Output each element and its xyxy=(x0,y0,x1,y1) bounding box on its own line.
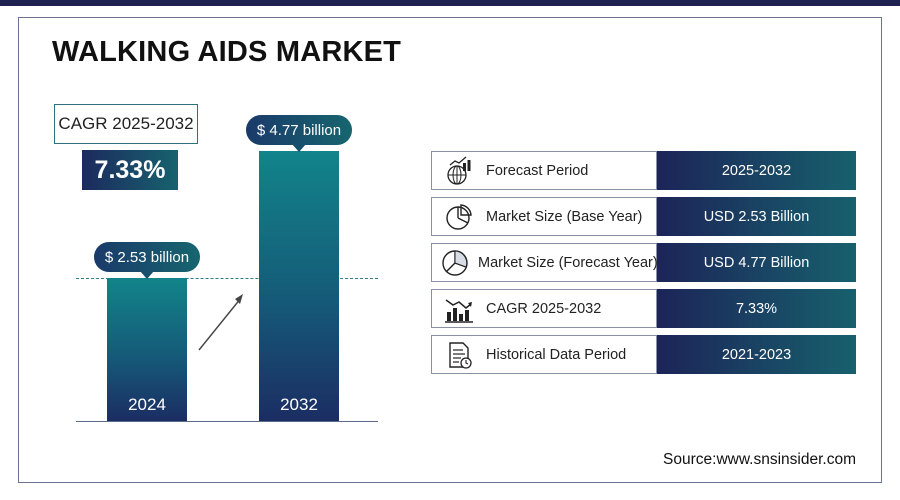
card-frame xyxy=(18,17,882,483)
top-bar xyxy=(0,0,900,6)
data-label-2032: $ 4.77 billion xyxy=(246,115,352,152)
table-row: Historical Data Period 2021-2023 xyxy=(431,335,856,374)
row-label-market-size-forecast: Market Size (Forecast Year) xyxy=(478,254,658,271)
table-row: Forecast Period 2025-2032 xyxy=(431,151,856,190)
row-label-forecast-period: Forecast Period xyxy=(486,162,589,179)
callout-tail xyxy=(292,144,306,152)
bar-chart-trend-icon xyxy=(440,294,478,324)
cagr-label-box: CAGR 2025-2032 xyxy=(54,104,198,144)
table-row: Market Size (Base Year) USD 2.53 Billion xyxy=(431,197,856,236)
data-label-2024: $ 2.53 billion xyxy=(94,242,200,279)
page-title: WALKING AIDS MARKET xyxy=(52,36,402,68)
cagr-value-badge: 7.33% xyxy=(82,150,178,190)
bar-2032: 2032 xyxy=(259,151,339,421)
row-label-historical-period: Historical Data Period xyxy=(486,346,627,363)
tick-label-2024: 2024 xyxy=(128,395,166,414)
table-row: CAGR 2025-2032 7.33% xyxy=(431,289,856,328)
row-label-cagr: CAGR 2025-2032 xyxy=(486,300,602,317)
row-value-market-size-forecast: USD 4.77 Billion xyxy=(657,243,856,282)
market-summary-table: Forecast Period 2025-2032 Market Size (B… xyxy=(431,151,856,381)
chart-baseline xyxy=(76,421,378,422)
row-value-historical-period: 2021-2023 xyxy=(657,335,856,374)
source-citation: Source:www.snsinsider.com xyxy=(663,451,856,468)
pie-chart-icon xyxy=(440,202,478,232)
document-icon xyxy=(440,340,478,370)
row-value-forecast-period: 2025-2032 xyxy=(657,151,856,190)
forecast-chart-icon xyxy=(440,156,478,186)
reference-dashed-line xyxy=(76,278,378,279)
row-label-market-size-base: Market Size (Base Year) xyxy=(486,208,643,225)
table-row: Market Size (Forecast Year) USD 4.77 Bil… xyxy=(431,243,856,282)
data-label-2032-text: $ 4.77 billion xyxy=(256,121,342,139)
pie-chart-icon xyxy=(440,248,470,278)
data-label-2024-text: $ 2.53 billion xyxy=(104,248,190,266)
bar-2024: 2024 xyxy=(107,278,187,421)
row-value-market-size-base: USD 2.53 Billion xyxy=(657,197,856,236)
growth-arrow-icon xyxy=(198,294,243,351)
row-value-cagr: 7.33% xyxy=(657,289,856,328)
tick-label-2032: 2032 xyxy=(280,395,318,414)
callout-tail xyxy=(140,271,154,279)
